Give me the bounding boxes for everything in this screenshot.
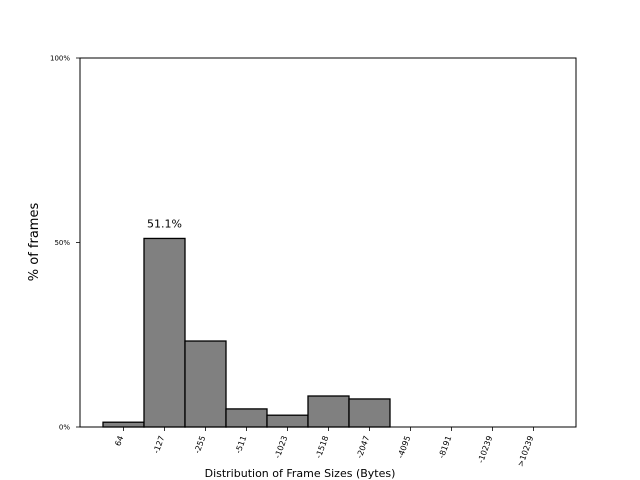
x-tick-label-6: -2047 xyxy=(355,435,371,460)
data-label-0: 51.1% xyxy=(147,217,182,230)
bar-4 xyxy=(266,414,309,428)
x-tick-label-0: 64 xyxy=(113,435,125,448)
plot-frame xyxy=(79,57,577,428)
y-axis-title: % of frames xyxy=(27,203,42,282)
x-axis-title: Distribution of Frame Sizes (Bytes) xyxy=(205,467,396,480)
bar-5 xyxy=(307,395,350,428)
bar-1 xyxy=(143,237,186,428)
x-tick-label-10: >10239 xyxy=(516,435,535,468)
bar-3 xyxy=(225,408,268,428)
x-tick-label-7: -4095 xyxy=(396,435,412,460)
y-tick-label-0: 0% xyxy=(59,424,70,432)
x-tick-label-5: -1518 xyxy=(314,435,330,460)
y-tick-label-1: 50% xyxy=(54,239,70,247)
ticks-layer xyxy=(76,57,534,431)
x-tick-label-1: -127 xyxy=(152,435,167,455)
bars-layer xyxy=(102,237,391,428)
y-tick-label-2: 100% xyxy=(50,55,70,63)
bar-2 xyxy=(184,340,227,428)
x-tick-label-8: -8191 xyxy=(437,435,453,460)
x-tick-label-2: -255 xyxy=(193,435,208,455)
x-tick-label-3: -511 xyxy=(234,435,249,455)
x-tick-label-4: -1023 xyxy=(273,435,289,460)
bar-6 xyxy=(348,398,391,428)
x-tick-label-9: -10239 xyxy=(476,435,494,465)
labels-layer: 64 -127 -255 -511 -1023 -1518 -2047 -4095 -8191 -… xyxy=(50,55,535,468)
bar-0 xyxy=(102,421,145,428)
